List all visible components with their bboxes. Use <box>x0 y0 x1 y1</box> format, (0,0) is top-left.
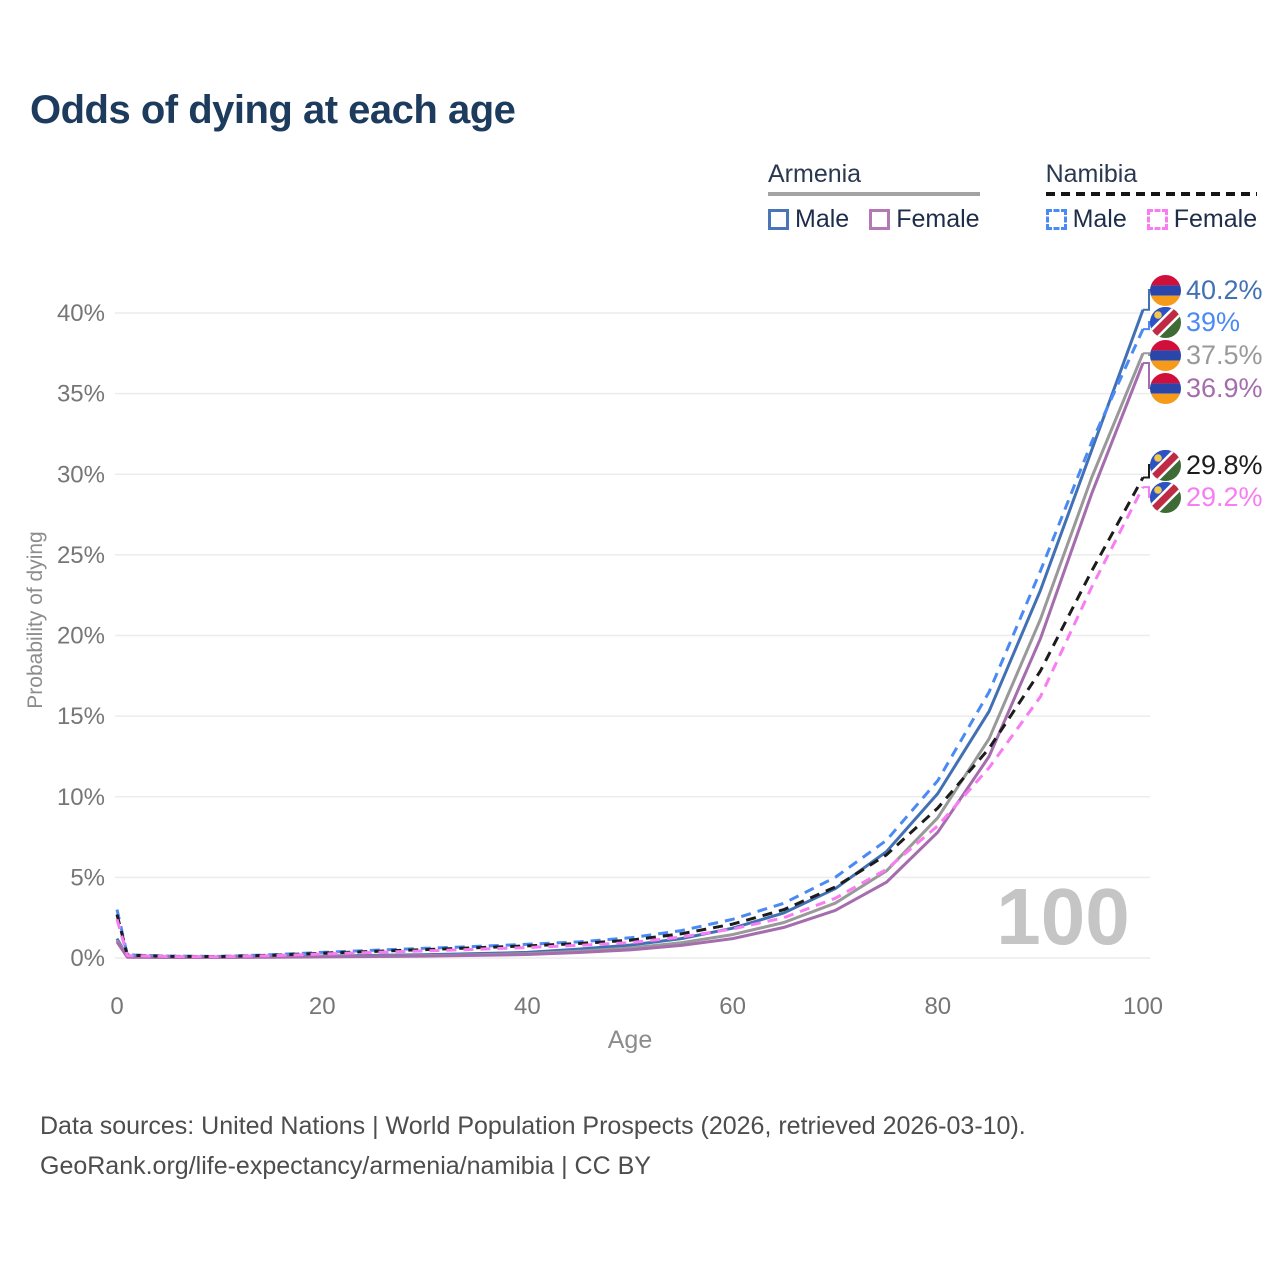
end-label-namibia-male: 39% <box>1150 306 1240 338</box>
armenia-flag-icon <box>1150 372 1181 404</box>
legend-label-armenia-male: Male <box>795 205 850 233</box>
x-tick-label: 100 <box>1123 993 1163 1020</box>
legend-item-namibia-female[interactable]: Female <box>1146 205 1258 234</box>
y-tick-label: 10% <box>57 784 105 811</box>
y-tick-label: 35% <box>57 381 105 408</box>
end-label-armenia-male: 40.2% <box>1150 274 1263 306</box>
legend-group-namibia: Namibia Male Female <box>1045 160 1258 234</box>
end-value-armenia-both: 37.5% <box>1186 339 1263 370</box>
end-label-armenia-both: 37.5% <box>1150 339 1263 371</box>
legend: Armenia Male Female Namibia Male <box>768 160 1258 234</box>
y-tick-label: 30% <box>57 461 105 488</box>
armenia-flag-icon <box>1150 339 1181 371</box>
end-value-armenia-male: 40.2% <box>1186 274 1263 305</box>
namibia-female-swatch <box>1146 209 1168 230</box>
legend-label-armenia-female: Female <box>896 205 980 233</box>
series-line-armenia-male <box>115 309 1145 959</box>
chart-title: Odds of dying at each age <box>30 88 516 132</box>
end-value-namibia-both: 29.8% <box>1186 449 1263 480</box>
footer-attribution: GeoRank.org/life-expectancy/armenia/nami… <box>40 1152 651 1180</box>
gridlines <box>115 312 1150 959</box>
armenia-male-swatch <box>768 209 789 230</box>
x-tick-label: 40 <box>514 993 541 1020</box>
armenia-line-style-sample <box>768 192 980 196</box>
legend-label-namibia-male: Male <box>1072 205 1127 233</box>
y-axis-label: Probability of dying <box>24 531 47 708</box>
x-tick-label: 60 <box>719 993 746 1020</box>
footer-sources: Data sources: United Nations | World Pop… <box>40 1112 1026 1140</box>
armenia-female-swatch <box>869 209 891 230</box>
footer: Data sources: United Nations | World Pop… <box>40 1106 1026 1186</box>
age-watermark: 100 <box>996 872 1129 961</box>
namibia-flag-icon <box>1150 449 1181 481</box>
end-label-namibia-female: 29.2% <box>1150 481 1263 513</box>
x-tick-label: 20 <box>309 993 336 1020</box>
y-tick-label: 25% <box>57 542 105 569</box>
armenia-flag-icon <box>1150 274 1181 306</box>
series-line-namibia-male <box>115 328 1145 958</box>
series-line-namibia-both <box>115 476 1145 958</box>
y-tick-label: 15% <box>57 703 105 730</box>
series-line-armenia-both <box>115 352 1145 959</box>
axis-ticks: 0% 5% 10% 15% 20% 25% 30% 35% 40% 0 20 40 60 80 100 <box>57 300 1163 1020</box>
y-tick-label: 20% <box>57 623 105 650</box>
namibia-flag-icon <box>1150 481 1181 513</box>
series-line-namibia-female <box>115 486 1145 959</box>
namibia-male-swatch <box>1045 209 1067 230</box>
y-tick-label: 5% <box>70 864 105 891</box>
x-tick-label: 0 <box>110 993 123 1020</box>
namibia-line-style-sample <box>1045 192 1258 196</box>
series-lines <box>115 309 1145 959</box>
y-tick-label: 40% <box>57 300 105 327</box>
legend-item-armenia-female[interactable]: Female <box>869 205 980 234</box>
legend-namibia-title: Namibia <box>1045 160 1138 188</box>
legend-item-namibia-male[interactable]: Male <box>1045 205 1127 234</box>
legend-armenia-title: Armenia <box>768 160 862 188</box>
legend-item-armenia-male[interactable]: Male <box>768 205 849 234</box>
y-tick-label: 0% <box>70 945 105 972</box>
legend-group-armenia: Armenia Male Female <box>768 160 980 234</box>
end-label-namibia-both: 29.8% <box>1150 449 1263 481</box>
x-tick-label: 80 <box>924 993 951 1020</box>
x-axis-label: Age <box>608 1026 652 1054</box>
end-value-namibia-female: 29.2% <box>1186 481 1263 512</box>
legend-label-namibia-female: Female <box>1173 205 1258 233</box>
series-line-armenia-female <box>115 362 1145 959</box>
end-value-armenia-female: 36.9% <box>1186 372 1263 403</box>
end-label-armenia-female: 36.9% <box>1150 372 1263 404</box>
namibia-flag-icon <box>1150 306 1181 338</box>
end-value-namibia-male: 39% <box>1186 306 1241 337</box>
